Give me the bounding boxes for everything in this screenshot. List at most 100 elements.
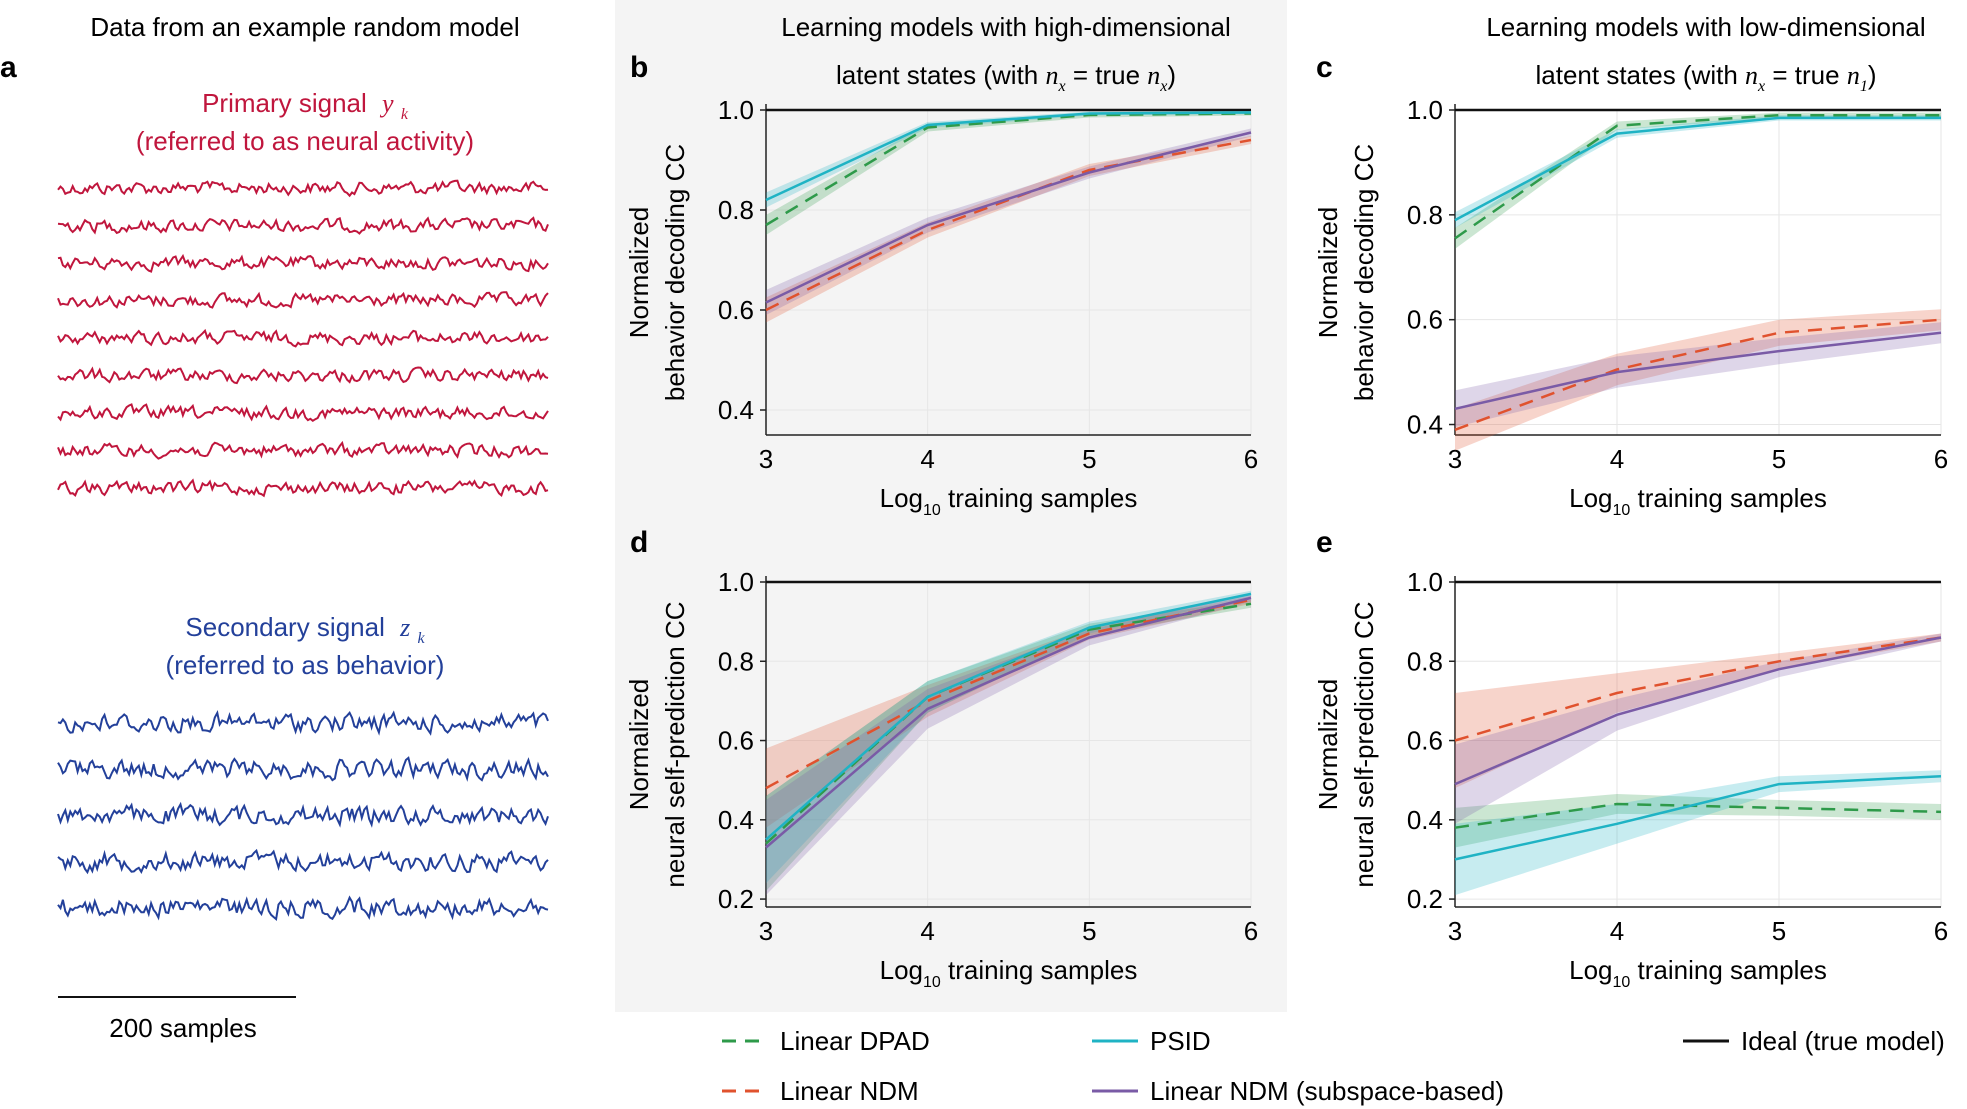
x-axis-label-sub: 10	[1613, 974, 1631, 991]
y-tick-label: 0.2	[718, 884, 754, 914]
band-subspace	[1455, 322, 1941, 428]
x-axis-label-rest: training samples	[941, 955, 1138, 985]
primary-trace-5	[57, 328, 549, 348]
series-line-dpad	[1454, 113, 1941, 240]
series-line-dpad	[1454, 802, 1942, 829]
column-title-low-lhs-sub: x	[1757, 78, 1765, 95]
legend: Linear DPAD PSID Ideal (true model) Linear …	[722, 1026, 1945, 1106]
x-tick-label: 3	[759, 916, 773, 946]
series-line-dpad	[765, 112, 1252, 227]
series-line-subspace	[765, 131, 1252, 304]
y-axis-label-line-1: Normalized	[624, 679, 654, 811]
x-axis-label-rest: training samples	[941, 483, 1138, 513]
column-title-low: Learning models with low-dimensional lat…	[1486, 12, 1925, 95]
panel-a: a Data from an example random model Prim…	[0, 12, 549, 1043]
x-axis-label-sub: 10	[1613, 502, 1631, 519]
column-title-low-line1: Learning models with low-dimensional	[1486, 12, 1925, 42]
x-tick-label: 6	[1934, 916, 1948, 946]
column-title-high-mid: = true	[1066, 60, 1148, 90]
series-line-ndm	[1454, 318, 1942, 431]
column-title-high-line2: latent states (with nx = true nx)	[836, 60, 1176, 95]
x-axis-label: Log10 training samples	[1569, 483, 1827, 519]
panel-d-letter: d	[630, 526, 648, 559]
y-tick-label: 1.0	[1407, 95, 1443, 125]
series-line-psid	[1454, 774, 1942, 861]
panel-a-letter: a	[0, 51, 17, 84]
primary-trace-1	[57, 179, 549, 198]
x-tick-label: 3	[1448, 916, 1462, 946]
band-psid	[766, 590, 1251, 884]
primary-signal-text: Primary signal	[202, 88, 367, 118]
y-tick-label: 0.8	[1407, 200, 1443, 230]
secondary-trace-2	[57, 756, 549, 782]
column-title-high-lhs: n	[1046, 61, 1059, 90]
x-axis-label-base: Log	[1569, 955, 1612, 985]
y-axis-label-line-2: neural self-prediction CC	[660, 601, 690, 887]
column-title-high: Learning models with high-dimensional la…	[781, 12, 1230, 95]
band-psid	[766, 111, 1251, 208]
x-tick-label: 3	[1448, 444, 1462, 474]
y-tick-label: 0.8	[1407, 646, 1443, 676]
secondary-signal-label: Secondary signal z k	[185, 612, 425, 647]
column-title-high-lhs-sub: x	[1058, 78, 1066, 95]
y-tick-label: 1.0	[718, 567, 754, 597]
y-tick-label: 0.6	[1407, 726, 1443, 756]
y-tick-label: 0.8	[718, 646, 754, 676]
panel-b-letter: b	[630, 51, 648, 84]
panel-e: e 0.2 0.4 0.6 0.8 1.0 3 4 5 6 Log10 training sampl…	[1313, 526, 1948, 991]
x-tick-label: 5	[1082, 444, 1096, 474]
x-axis-label: Log10 training samples	[880, 483, 1138, 519]
x-tick-label: 5	[1082, 916, 1096, 946]
y-tick-label: 0.6	[718, 295, 754, 325]
legend-label-ideal: Ideal (true model)	[1741, 1026, 1945, 1056]
x-tick-label: 4	[920, 916, 934, 946]
column-title-low-line2: latent states (with nx = true n1)	[1536, 60, 1877, 95]
band-subspace	[1455, 633, 1941, 824]
panel-e-letter: e	[1316, 526, 1333, 559]
x-axis-label-sub: 10	[923, 974, 941, 991]
panel-d: d 0.2 0.4 0.6 0.8 1.0 3 4 5 6 Log10 training sampl…	[624, 526, 1258, 991]
primary-trace-8	[57, 440, 549, 460]
band-dpad	[1455, 794, 1941, 848]
y-tick-label: 1.0	[718, 95, 754, 125]
legend-label-dpad: Linear DPAD	[780, 1026, 930, 1056]
x-axis-label-base: Log	[880, 483, 923, 513]
x-axis-label-rest: training samples	[1630, 955, 1827, 985]
scale-bar-label: 200 samples	[109, 1013, 256, 1043]
x-axis-label-base: Log	[880, 955, 923, 985]
column-title-low-rhs-sub: 1	[1860, 78, 1868, 95]
secondary-traces	[57, 710, 549, 921]
y-axis-label-line-1: Normalized	[1313, 207, 1343, 339]
y-tick-label: 0.6	[718, 726, 754, 756]
y-tick-label: 1.0	[1407, 567, 1443, 597]
column-title-low-pre: latent states (with	[1536, 60, 1746, 90]
primary-signal-symbol: y	[379, 89, 394, 118]
y-tick-label: 0.4	[1407, 805, 1443, 835]
column-title-low-mid: = true	[1765, 60, 1847, 90]
series-line-subspace	[1454, 331, 1942, 411]
series-line-psid	[765, 592, 1252, 841]
band-psid	[1455, 770, 1941, 896]
primary-trace-2	[57, 216, 549, 235]
panel-c-letter: c	[1316, 51, 1333, 84]
x-axis-label: Log10 training samples	[880, 955, 1138, 991]
y-tick-label: 0.6	[1407, 305, 1443, 335]
column-title-high-rhs: n	[1147, 61, 1160, 90]
y-axis-label-line-2: neural self-prediction CC	[1349, 601, 1379, 887]
column-title-high-rhs-sub: x	[1159, 78, 1167, 95]
primary-signal-label: Primary signal y k	[202, 88, 409, 123]
primary-trace-3	[57, 253, 549, 273]
secondary-trace-5	[57, 895, 549, 921]
legend-label-ndm: Linear NDM	[780, 1076, 919, 1106]
series-line-ndm	[1454, 636, 1942, 742]
series-line-subspace	[765, 596, 1252, 849]
secondary-signal-symbol: z	[399, 613, 410, 642]
y-tick-label: 0.4	[718, 395, 754, 425]
secondary-signal-text: Secondary signal	[185, 612, 384, 642]
secondary-signal-sublabel: (referred to as behavior)	[166, 650, 445, 680]
x-tick-label: 4	[1610, 444, 1624, 474]
x-tick-label: 3	[759, 444, 773, 474]
primary-trace-6	[57, 366, 549, 385]
series-line-subspace	[1454, 636, 1942, 786]
